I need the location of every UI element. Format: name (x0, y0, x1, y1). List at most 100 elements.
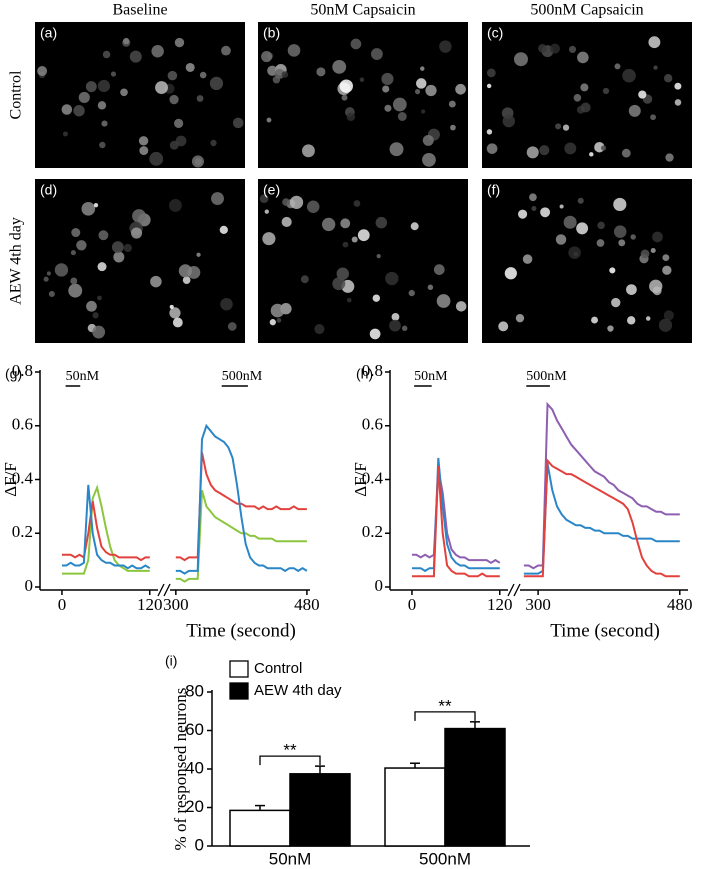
cell (384, 104, 392, 112)
cell (626, 284, 637, 295)
stimulus-label: 500nM (222, 369, 263, 384)
cell (48, 290, 55, 298)
cell (359, 77, 365, 83)
cell (97, 79, 111, 93)
y-tick-label: 80 (185, 681, 204, 700)
cell (562, 124, 570, 131)
cell (54, 263, 69, 277)
x-axis-label: Time (second) (550, 620, 660, 641)
cell (613, 197, 627, 212)
cell (282, 198, 290, 206)
cell (529, 193, 537, 202)
cell (540, 207, 551, 218)
cell (674, 99, 682, 106)
cell (420, 66, 425, 71)
y-tick-label: 0 (375, 576, 384, 595)
cell (614, 63, 621, 70)
cell (618, 239, 626, 247)
cell (132, 209, 146, 223)
cell (559, 204, 564, 209)
cell (302, 144, 315, 158)
cell (401, 325, 408, 332)
cell (300, 275, 309, 284)
cell (155, 81, 168, 95)
cell (577, 51, 589, 64)
cell (73, 105, 85, 117)
cell (648, 36, 661, 49)
cell (346, 112, 356, 122)
cell (266, 117, 272, 123)
cell (86, 300, 97, 312)
cell (346, 297, 352, 303)
cell (70, 277, 78, 285)
cell (97, 101, 107, 110)
bar (384, 767, 446, 847)
cell (70, 250, 76, 256)
y-tick-label: 0 (25, 576, 34, 595)
cell (573, 93, 582, 102)
trace (175, 490, 307, 583)
cell (174, 37, 185, 48)
cell (611, 297, 621, 308)
cell (650, 114, 657, 121)
bar (289, 773, 351, 847)
cell (450, 124, 456, 131)
cell (353, 200, 361, 207)
y-tick-label: 0 (195, 835, 204, 854)
y-tick-label: 0.2 (362, 522, 383, 541)
cell (178, 264, 192, 278)
cell (433, 264, 445, 275)
cell (425, 84, 437, 97)
cell (662, 254, 670, 262)
cell (455, 83, 466, 95)
cell (199, 71, 207, 79)
cell (182, 276, 191, 284)
micrograph (482, 179, 692, 343)
cell (389, 319, 401, 332)
cell (68, 283, 83, 298)
cell (486, 83, 492, 89)
cell (538, 43, 547, 53)
cell (264, 209, 269, 214)
panel-label: (f) (487, 182, 500, 198)
cell (169, 307, 181, 319)
panel-label: (i) (165, 653, 177, 669)
cell (653, 65, 658, 70)
cell (316, 67, 326, 77)
cell (397, 112, 407, 121)
cell (369, 328, 381, 340)
micrograph (35, 179, 245, 343)
cell (439, 40, 452, 53)
cell (580, 102, 591, 113)
trace (523, 458, 680, 578)
axis-break (157, 583, 165, 597)
y-tick-label: 20 (185, 797, 204, 816)
cell (539, 145, 550, 156)
legend-swatch (229, 660, 249, 678)
cell (486, 129, 493, 135)
cell (645, 316, 651, 321)
axis-break (507, 583, 515, 597)
panel-label: (e) (263, 182, 280, 198)
cell (93, 203, 99, 208)
trace (175, 423, 308, 575)
legend-label: AEW 4th day (254, 682, 342, 699)
cell (613, 225, 627, 238)
cell (555, 234, 567, 245)
cell (113, 251, 125, 263)
cell (97, 295, 102, 301)
cell (314, 323, 325, 335)
stimulus-label: 50nM (414, 369, 448, 384)
cell (640, 249, 650, 259)
significance-bracket (414, 711, 476, 721)
cell (150, 275, 162, 288)
x-tick-label: 300 (163, 595, 189, 614)
cell (515, 313, 525, 323)
cell (139, 146, 149, 156)
cell (97, 262, 107, 272)
cell (262, 232, 276, 246)
x-tick-label: 480 (667, 595, 693, 614)
cell (422, 153, 436, 167)
cell (568, 246, 581, 259)
